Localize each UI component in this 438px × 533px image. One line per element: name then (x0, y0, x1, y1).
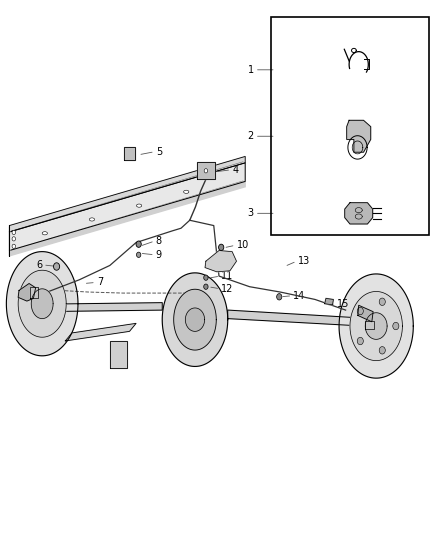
Ellipse shape (42, 232, 47, 235)
Polygon shape (110, 341, 127, 368)
Text: 9: 9 (155, 250, 162, 260)
Text: 15: 15 (337, 298, 349, 309)
Polygon shape (228, 310, 363, 326)
Text: 4: 4 (232, 165, 238, 175)
Text: 14: 14 (293, 290, 305, 301)
Polygon shape (10, 181, 245, 256)
Circle shape (357, 337, 364, 345)
Text: 8: 8 (155, 236, 162, 246)
Circle shape (379, 346, 385, 354)
Polygon shape (358, 305, 373, 322)
Circle shape (204, 284, 208, 289)
Text: 2: 2 (247, 131, 254, 141)
Polygon shape (347, 120, 371, 152)
Text: 6: 6 (36, 260, 42, 270)
Polygon shape (185, 308, 205, 332)
Ellipse shape (184, 190, 189, 193)
Text: 11: 11 (221, 271, 233, 281)
Circle shape (12, 237, 15, 241)
Polygon shape (350, 292, 403, 361)
Text: 1: 1 (248, 65, 254, 75)
Circle shape (12, 230, 15, 235)
Polygon shape (10, 163, 245, 251)
Circle shape (277, 294, 282, 300)
Polygon shape (197, 163, 215, 179)
Circle shape (12, 244, 15, 248)
Polygon shape (31, 289, 53, 319)
Polygon shape (365, 321, 374, 329)
Polygon shape (10, 157, 245, 232)
Polygon shape (65, 324, 136, 341)
Text: 13: 13 (297, 256, 310, 266)
Polygon shape (365, 313, 387, 340)
Polygon shape (30, 287, 38, 298)
Polygon shape (325, 298, 333, 305)
Polygon shape (162, 273, 228, 367)
Text: 3: 3 (248, 208, 254, 219)
Polygon shape (18, 270, 66, 337)
Text: 12: 12 (221, 284, 233, 294)
Circle shape (357, 308, 364, 315)
Polygon shape (339, 274, 413, 378)
Text: 10: 10 (237, 240, 249, 250)
Text: 5: 5 (155, 147, 162, 157)
Circle shape (393, 322, 399, 330)
Polygon shape (174, 289, 216, 350)
Polygon shape (205, 251, 237, 272)
Ellipse shape (89, 218, 95, 221)
Circle shape (204, 168, 208, 173)
Polygon shape (345, 203, 373, 224)
Text: 7: 7 (97, 278, 103, 287)
Polygon shape (18, 284, 35, 301)
Circle shape (137, 252, 141, 257)
Polygon shape (38, 303, 162, 312)
Circle shape (53, 263, 60, 270)
Polygon shape (7, 252, 78, 356)
Ellipse shape (137, 204, 142, 207)
Circle shape (204, 275, 208, 280)
Circle shape (136, 241, 141, 247)
Polygon shape (124, 147, 135, 160)
Circle shape (219, 244, 224, 251)
Circle shape (379, 298, 385, 305)
Bar (272, 17, 428, 235)
